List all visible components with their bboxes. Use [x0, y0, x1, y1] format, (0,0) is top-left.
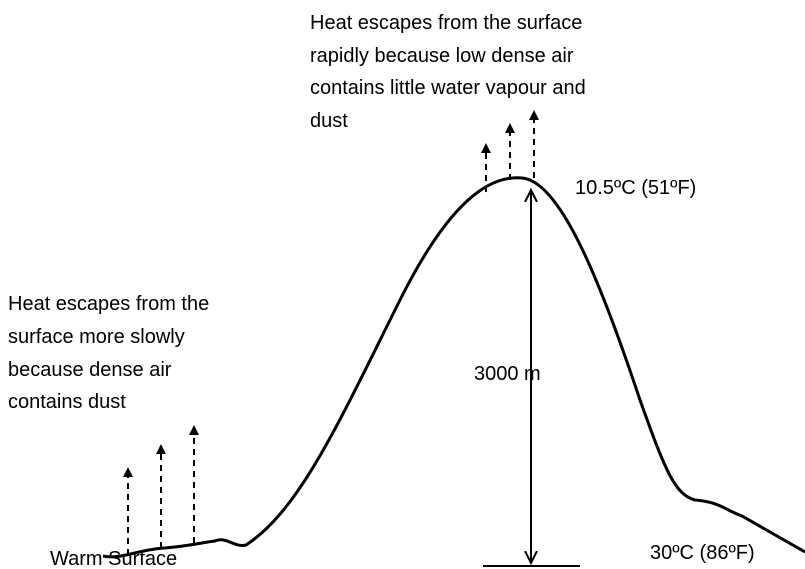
annotation-line: because dense air — [8, 359, 172, 381]
annotation-line: contains dust — [8, 391, 126, 413]
annotation-line: rapidly because low dense air — [310, 45, 574, 67]
left-annotation: Heat escapes from the surface more slowl… — [8, 293, 209, 413]
surface-label: Warm Surface — [50, 548, 177, 569]
annotation-line: contains little water vapour and — [310, 77, 586, 99]
top-annotation: Heat escapes from the surface rapidly be… — [310, 12, 586, 132]
mountain — [102, 176, 805, 559]
annotation-line: Heat escapes from the surface — [310, 12, 582, 34]
height-label: 3000 m — [474, 363, 541, 385]
annotation-line: dust — [310, 110, 348, 132]
heat-arrows-top — [481, 110, 539, 192]
base-temperature: 30ºC (86ºF) — [650, 542, 755, 564]
annotation-line: Heat escapes from the — [8, 293, 209, 315]
annotation-line: surface more slowly — [8, 326, 185, 348]
summit-temperature: 10.5ºC (51ºF) — [575, 177, 696, 199]
heat-arrows-left — [123, 425, 199, 555]
